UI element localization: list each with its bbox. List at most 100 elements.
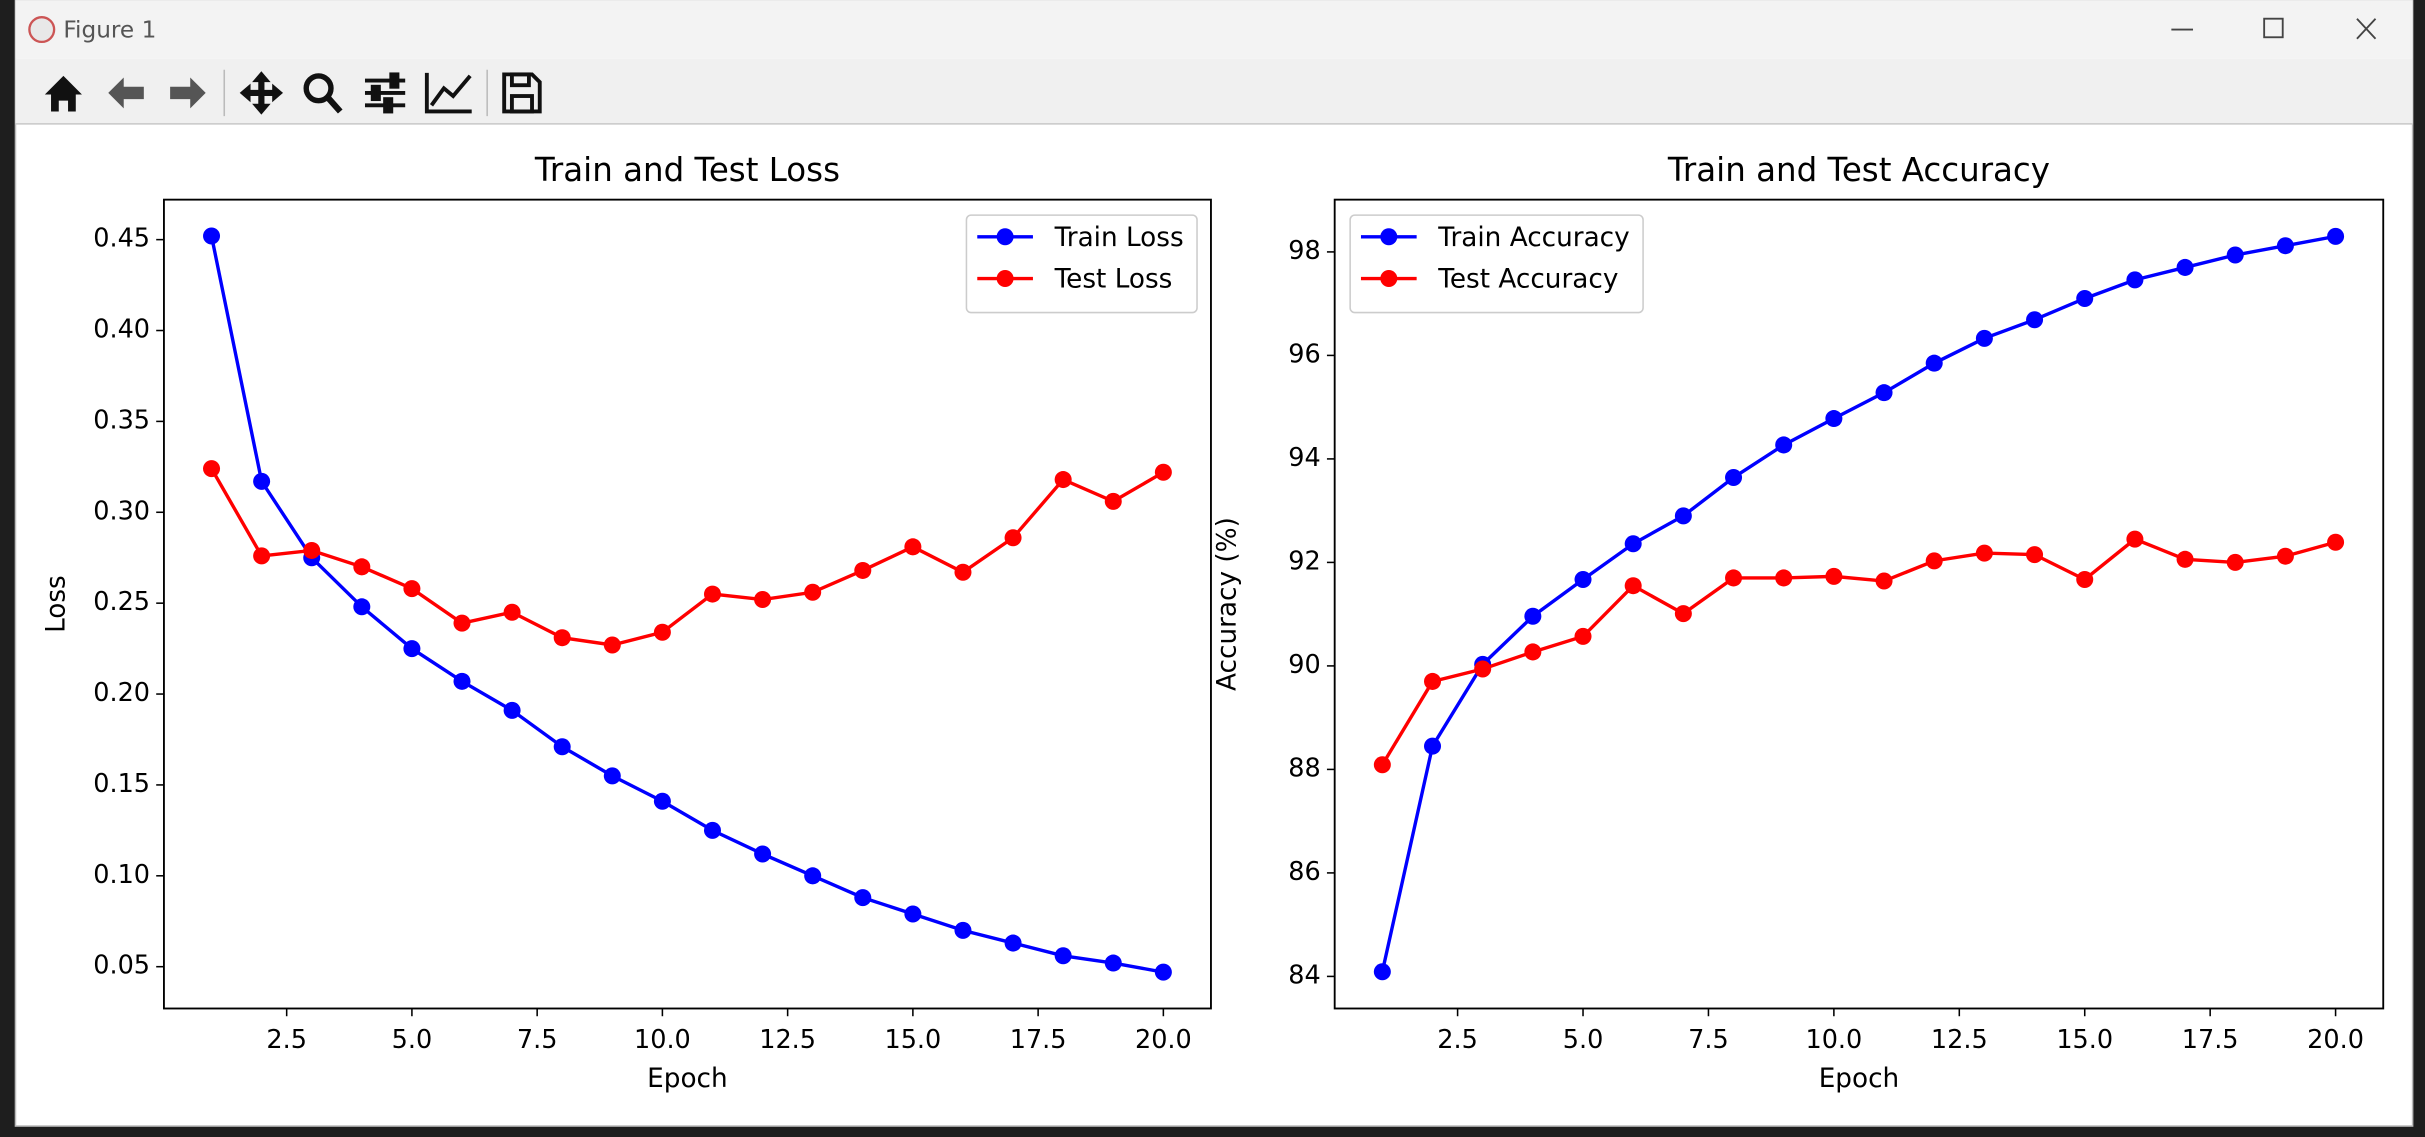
data-point [1574, 570, 1592, 588]
home-button[interactable] [44, 75, 82, 112]
y-tick-label: 98 [1288, 236, 1320, 266]
data-point [754, 591, 772, 609]
legend-label: Test Accuracy [1437, 265, 1618, 295]
data-point [1004, 934, 1022, 952]
data-point [1104, 954, 1122, 972]
data-point [1004, 529, 1022, 547]
data-point [1054, 471, 1072, 489]
y-tick-label: 90 [1288, 650, 1320, 680]
data-point [703, 821, 721, 839]
legend-label: Train Accuracy [1437, 223, 1629, 253]
figure: Train and Test Loss Epoch Loss 2.5 5.0 7.5 10.… [42, 151, 2385, 1094]
data-point [2076, 289, 2094, 307]
toolbar-icons [44, 69, 542, 117]
x-tick-label: 7.5 [517, 1025, 558, 1055]
y-axis-label: Accuracy (%) [1212, 517, 1242, 691]
data-point [203, 460, 221, 478]
legend: Train Accuracy Test Accuracy [1349, 214, 1644, 314]
x-tick-label: 5.0 [1563, 1025, 1604, 1055]
legend-frame [965, 214, 1198, 314]
y-tick-label: 0.20 [93, 678, 150, 708]
x-tick-label: 17.5 [1010, 1025, 1067, 1055]
x-tick-label: 5.0 [392, 1025, 433, 1055]
data-point [1054, 947, 1072, 965]
data-point [1674, 507, 1692, 525]
x-tick-label: 12.5 [1931, 1025, 1988, 1055]
x-tick-label: 12.5 [759, 1025, 816, 1055]
plot-area [203, 227, 1172, 981]
data-point [2226, 553, 2244, 571]
data-point [804, 867, 822, 885]
y-tick-label: 0.10 [93, 860, 150, 890]
y-tick-label: 84 [1288, 960, 1320, 990]
maximize-button[interactable] [2263, 17, 2284, 39]
x-tick-label: 2.5 [266, 1025, 307, 1055]
x-axis-label: Epoch [647, 1064, 727, 1094]
toolbar [15, 58, 2413, 124]
y-tick-label: 94 [1288, 443, 1320, 473]
title-bar [15, 0, 2413, 59]
data-point [253, 472, 271, 490]
zoom-button[interactable] [303, 73, 334, 104]
x-tick-label: 20.0 [2307, 1025, 2364, 1055]
x-tick-label: 20.0 [1135, 1025, 1192, 1055]
y-axis-label: Loss [42, 575, 72, 633]
data-point [503, 603, 521, 621]
back-button[interactable] [108, 77, 144, 109]
y-tick-label: 0.40 [93, 315, 150, 345]
data-point [1925, 552, 1943, 570]
data-point [754, 845, 772, 863]
y-tick-label: 0.35 [93, 405, 150, 435]
series-line [1380, 537, 2337, 766]
plot-area [1373, 227, 2345, 981]
series-line [1380, 234, 2336, 973]
data-point [1373, 756, 1391, 774]
data-point [1725, 469, 1743, 487]
data-point [2226, 246, 2244, 264]
x-tick-label: 15.0 [884, 1025, 941, 1055]
data-point [603, 636, 621, 654]
data-point [2276, 547, 2294, 565]
y-tick-label: 86 [1288, 857, 1320, 887]
edit-axes-button[interactable] [424, 72, 472, 114]
data-point [2076, 570, 2094, 588]
data-point [1524, 643, 1542, 661]
configure-button[interactable] [364, 72, 406, 114]
data-point [2327, 533, 2345, 551]
data-point [854, 889, 872, 907]
data-point [2026, 546, 2044, 564]
x-axis-label: Epoch [1819, 1064, 1899, 1094]
data-point [1154, 963, 1172, 981]
data-point [453, 614, 471, 632]
data-point [553, 629, 571, 647]
y-tick-label: 88 [1288, 753, 1320, 783]
data-point [854, 561, 872, 579]
data-point [1624, 535, 1642, 553]
data-point [2126, 271, 2144, 289]
data-point [2026, 311, 2044, 329]
x-tick-label: 10.0 [634, 1025, 691, 1055]
data-point [1574, 627, 1592, 645]
y-tick-label: 0.45 [93, 224, 150, 254]
data-point [353, 558, 371, 576]
data-point [2327, 227, 2345, 245]
data-point [653, 792, 671, 810]
axes-frame [1333, 198, 2385, 1010]
chart-title: Train and Test Loss [534, 151, 840, 189]
x-tick-label: 7.5 [1688, 1025, 1729, 1055]
chart-title: Train and Test Accuracy [1667, 151, 2050, 189]
legend-label: Train Loss [1054, 223, 1184, 253]
y-tick-label: 0.25 [93, 587, 150, 617]
data-point [1674, 605, 1692, 623]
pan-button[interactable] [239, 71, 284, 115]
data-point [1875, 384, 1893, 402]
data-point [403, 640, 421, 658]
forward-button[interactable] [170, 77, 206, 109]
close-button[interactable] [2356, 18, 2377, 40]
legend-marker [996, 270, 1014, 288]
data-point [653, 623, 671, 641]
data-point [1825, 410, 1843, 428]
save-button[interactable] [502, 72, 542, 114]
